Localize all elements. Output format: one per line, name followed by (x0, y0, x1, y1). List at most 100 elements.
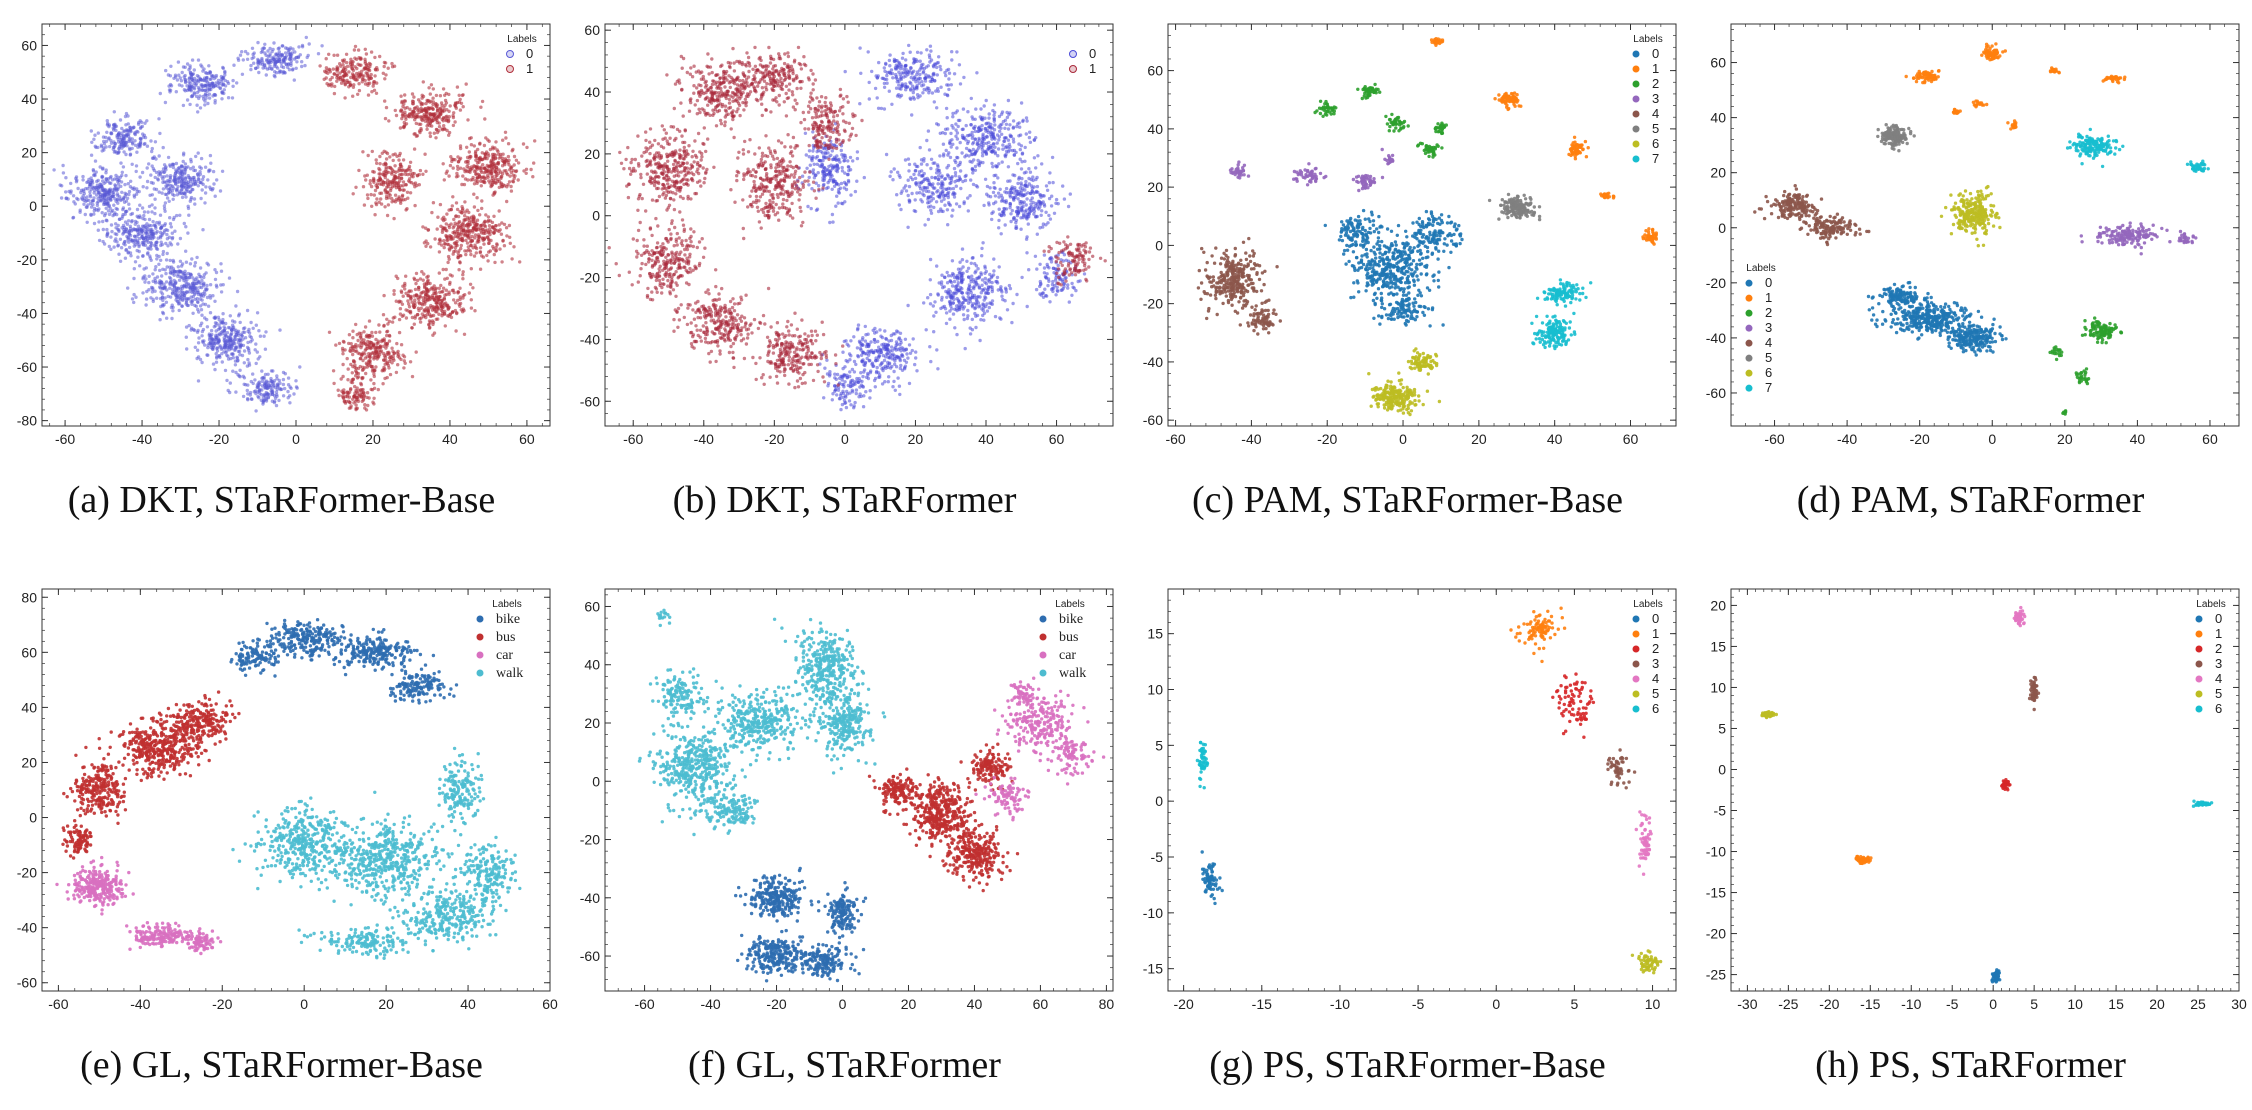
point (122, 225, 127, 230)
point (190, 257, 194, 261)
point (263, 42, 267, 46)
point (184, 249, 188, 253)
point (390, 61, 394, 66)
point (121, 165, 126, 169)
point (173, 229, 177, 233)
point (437, 250, 442, 254)
point (117, 146, 121, 150)
point (377, 323, 381, 327)
point (1018, 202, 1022, 206)
point (363, 406, 367, 410)
point (214, 352, 218, 356)
point (1015, 124, 1019, 129)
point (455, 207, 460, 212)
point (487, 241, 491, 245)
point (458, 108, 463, 112)
point (233, 320, 237, 324)
point (195, 356, 199, 361)
point (993, 150, 997, 154)
point (192, 197, 197, 201)
point (390, 320, 395, 324)
point (157, 117, 161, 121)
point (93, 133, 97, 137)
point (249, 397, 254, 401)
point (217, 354, 221, 358)
point (124, 152, 128, 157)
point (170, 291, 175, 295)
point (372, 372, 376, 376)
point (1003, 126, 1007, 130)
point (235, 359, 240, 363)
point (343, 96, 347, 100)
point (996, 147, 1001, 151)
point (220, 80, 224, 84)
point (876, 74, 880, 78)
point (203, 103, 207, 107)
point (509, 165, 513, 169)
point (372, 396, 376, 400)
point (921, 91, 925, 95)
point (480, 151, 484, 155)
point (184, 275, 189, 279)
point (982, 141, 986, 146)
point (220, 352, 224, 356)
point (146, 251, 150, 255)
point (180, 304, 184, 308)
point (385, 317, 389, 321)
point (181, 65, 186, 69)
point (159, 243, 163, 248)
point (219, 283, 223, 287)
point (453, 301, 458, 305)
point (209, 161, 213, 165)
point (358, 388, 363, 392)
point (478, 213, 482, 217)
point (116, 175, 120, 179)
point (226, 96, 231, 100)
point (990, 211, 994, 216)
point (331, 67, 335, 71)
point (364, 347, 368, 351)
point (412, 302, 416, 307)
point (341, 77, 345, 82)
point (502, 169, 506, 173)
point (951, 111, 955, 116)
point (960, 127, 964, 132)
point (1061, 184, 1065, 188)
point (174, 90, 178, 94)
point (222, 88, 226, 92)
point (516, 161, 521, 165)
point (440, 127, 444, 131)
point (149, 247, 153, 251)
point (974, 150, 978, 154)
point (138, 175, 142, 179)
point (337, 341, 342, 346)
point (364, 52, 369, 56)
point (168, 190, 173, 194)
point (452, 111, 456, 115)
point (288, 385, 292, 389)
point (384, 162, 388, 166)
point (136, 240, 140, 244)
point (444, 288, 448, 292)
point (194, 286, 199, 290)
point (448, 280, 452, 285)
point (154, 241, 158, 245)
point (200, 188, 204, 192)
point (502, 244, 507, 248)
point (379, 197, 383, 201)
point (462, 332, 467, 336)
point (458, 261, 462, 265)
point (125, 230, 129, 234)
point (467, 220, 471, 225)
point (141, 132, 145, 136)
point (506, 160, 510, 165)
point (455, 311, 459, 315)
point (286, 389, 290, 394)
point (444, 301, 448, 305)
point (152, 187, 156, 191)
point (368, 81, 372, 85)
point (496, 161, 500, 166)
point (155, 257, 159, 261)
point (452, 224, 456, 228)
